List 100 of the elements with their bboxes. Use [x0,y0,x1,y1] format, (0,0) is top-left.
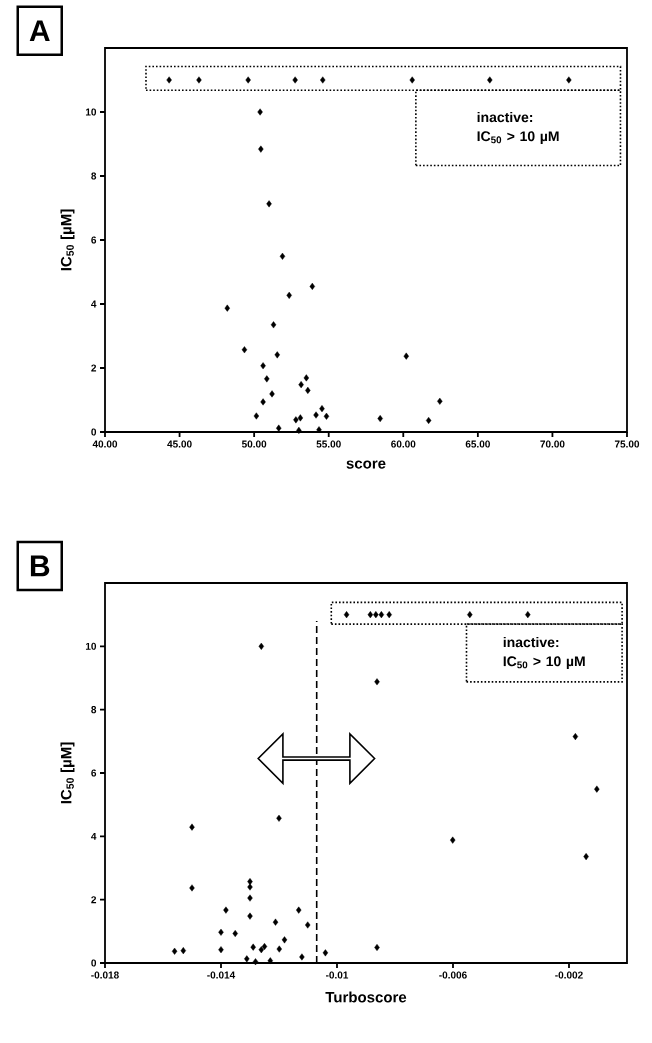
x-tick-label: -0.006 [439,971,467,979]
point [245,76,251,84]
point [377,415,383,423]
x-tick-label: 45.00 [167,440,192,448]
point [223,906,229,914]
y-tick-label: 0 [91,428,97,436]
x-tick-label: 50.00 [241,440,267,448]
point [258,642,264,650]
point [247,894,253,902]
x-tick-label: -0.002 [555,971,583,979]
point [257,108,263,116]
point [566,76,572,84]
point [270,321,277,329]
point [252,958,259,966]
point [367,611,374,619]
point [264,375,270,383]
point [299,953,305,961]
point [281,936,288,944]
x-tick-label: 55.00 [316,440,341,448]
x-tick-label: 65.00 [465,440,490,448]
chart-title: A [29,20,50,42]
point [297,414,304,422]
y-axis-title: IC$_{50}$ [µM] [60,742,75,804]
point [373,611,379,619]
point [279,252,286,260]
point [296,426,302,434]
point [386,611,392,619]
point [258,946,264,954]
point [253,412,260,420]
point [247,912,253,920]
point [250,943,256,951]
y-tick-label: 2 [91,896,97,904]
point [260,398,266,406]
point [218,946,224,954]
annotation: inactive: IC$_{50}$ > 10 µM [503,636,585,670]
point [467,611,473,619]
point [322,949,329,957]
point [437,397,443,405]
x-axis-title: Turboscore [325,991,407,1003]
y-axis-title: IC$_{50}$ [µM] [60,209,75,271]
point [166,76,172,84]
y-tick-label: 2 [91,364,97,372]
point [171,947,178,955]
annotation: inactive: IC$_{50}$ > 10 µM [477,111,559,144]
point [374,943,380,951]
point [303,374,310,382]
point [260,362,266,370]
y-tick-label: 0 [91,959,97,967]
y-tick-label: 4 [91,832,97,840]
point [313,411,319,419]
point [276,814,282,822]
y-tick-label: 6 [91,769,97,777]
point [343,611,350,619]
point [320,76,326,84]
point [218,928,224,936]
y-tick-label: 10 [85,642,97,650]
point [594,785,600,793]
point [261,943,268,951]
point [425,416,432,424]
y-tick-label: 8 [91,172,97,180]
x-tick-label: 60.00 [391,440,416,448]
point [247,883,253,891]
point [409,76,415,84]
point [286,291,292,299]
x-axis-title: score [346,460,386,469]
x-tick-label: 75.00 [614,440,640,448]
x-tick-label: -0.018 [91,971,119,979]
point [403,352,409,360]
point [272,918,279,926]
y-tick-label: 6 [91,236,97,244]
point [296,906,302,914]
point [232,930,238,938]
x-tick-label: -0.01 [325,971,349,979]
chart-title: B [30,555,50,577]
y-tick-label: 10 [85,108,97,116]
point [258,145,264,153]
point [298,381,304,389]
point [189,823,195,831]
point [450,836,456,844]
point [241,346,248,354]
x-tick-label: 70.00 [540,440,565,448]
point [572,733,579,741]
point [276,945,282,953]
point [180,947,186,955]
point [525,611,531,619]
point [487,76,493,84]
point [378,611,385,619]
y-tick-label: 4 [91,300,97,308]
point [309,282,315,290]
point [266,200,272,208]
y-tick-label: 8 [91,706,97,714]
point [276,424,282,432]
point [196,76,202,84]
point [293,416,299,424]
point [267,957,273,965]
point [319,405,325,413]
x-tick-label: 40.00 [92,440,118,448]
point [292,76,298,84]
point [305,921,311,929]
point [224,304,230,312]
